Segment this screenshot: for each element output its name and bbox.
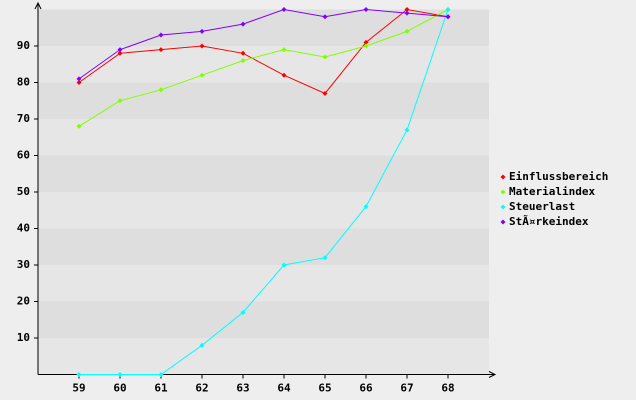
point xyxy=(117,372,123,377)
point xyxy=(281,262,287,268)
point xyxy=(322,54,328,60)
point xyxy=(117,47,123,53)
x-tick-label: 65 xyxy=(318,382,331,395)
legend-label: Steuerlast xyxy=(509,200,575,213)
point xyxy=(363,43,369,49)
grid-band xyxy=(38,82,489,119)
point xyxy=(404,127,410,133)
grid-band xyxy=(38,9,489,46)
x-tick-label: 67 xyxy=(400,382,413,395)
x-tick-label: 63 xyxy=(236,382,249,395)
point xyxy=(240,309,246,315)
point xyxy=(199,28,205,34)
y-tick-label: 60 xyxy=(17,149,30,162)
line xyxy=(78,8,449,95)
y-tick-label: 40 xyxy=(17,222,30,235)
point xyxy=(199,72,205,78)
grid-band xyxy=(38,338,489,375)
point xyxy=(404,10,410,16)
grid-band xyxy=(38,228,489,265)
point xyxy=(76,80,82,85)
x-tick-label: 66 xyxy=(359,382,373,395)
line xyxy=(79,9,449,375)
point xyxy=(76,372,82,377)
legend-marker xyxy=(500,219,506,225)
point xyxy=(240,21,246,27)
point xyxy=(322,14,328,20)
point xyxy=(158,32,164,38)
x-tick-label: 64 xyxy=(277,382,291,395)
point xyxy=(240,50,246,56)
point xyxy=(445,7,451,12)
y-tick-label: 50 xyxy=(17,185,30,198)
legend-label: Einflussbereich xyxy=(509,170,608,183)
y-tick-label: 10 xyxy=(17,331,30,344)
point xyxy=(322,90,328,96)
point xyxy=(363,204,369,210)
y-axis-arrow xyxy=(34,1,42,10)
legend-marker xyxy=(500,189,506,195)
y-tick-label: 30 xyxy=(17,258,30,271)
x-tick-label: 61 xyxy=(154,382,168,395)
grid-band xyxy=(38,301,489,338)
grid-band xyxy=(38,192,489,229)
y-tick-label: 90 xyxy=(17,39,30,52)
line xyxy=(78,9,449,127)
y-tick-label: 70 xyxy=(17,112,30,125)
point xyxy=(363,7,369,12)
grid-band xyxy=(38,265,489,302)
point xyxy=(281,47,287,53)
x-tick-label: 59 xyxy=(72,382,85,395)
point xyxy=(281,7,287,12)
x-tick-label: 62 xyxy=(195,382,208,395)
x-tick-label: 60 xyxy=(113,382,126,395)
y-tick-label: 20 xyxy=(17,295,30,308)
point xyxy=(281,72,287,78)
legend-marker xyxy=(500,204,506,210)
point xyxy=(445,14,451,20)
point xyxy=(158,87,164,93)
x-tick-label: 68 xyxy=(441,382,454,395)
legend-label: Materialindex xyxy=(509,185,595,198)
point xyxy=(199,43,205,49)
grid-band xyxy=(38,155,489,192)
point xyxy=(240,58,246,64)
point xyxy=(199,342,205,348)
point xyxy=(117,50,123,56)
point xyxy=(158,47,164,53)
x-axis-arrow xyxy=(488,371,497,378)
line xyxy=(78,8,449,80)
grid-band xyxy=(38,119,489,156)
point xyxy=(76,76,82,82)
point xyxy=(158,372,164,377)
legend-marker xyxy=(500,174,506,180)
point xyxy=(404,7,410,12)
point xyxy=(117,98,123,104)
legend-label: StÃ¤rkeindex xyxy=(509,215,589,228)
point xyxy=(76,123,82,129)
point xyxy=(404,28,410,34)
y-tick-label: 80 xyxy=(17,76,30,89)
point xyxy=(363,39,369,45)
point xyxy=(322,255,328,261)
